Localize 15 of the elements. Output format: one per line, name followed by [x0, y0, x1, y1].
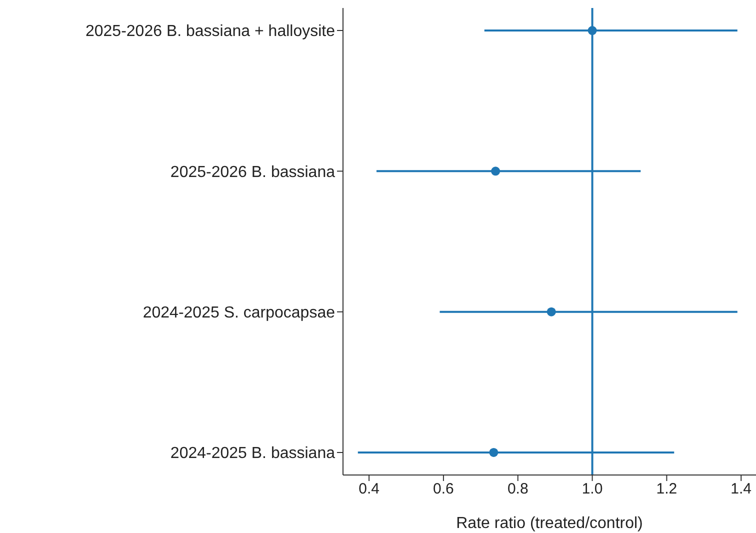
- y-tick-label: 2024-2025 S. carpocapsae: [142, 304, 336, 322]
- x-tick-label: 0.8: [507, 480, 528, 498]
- x-tick-label: 0.4: [358, 480, 380, 498]
- x-tick-label: 1.2: [656, 480, 678, 498]
- x-tick-label: 0.6: [433, 480, 454, 498]
- y-tick-label: 2024-2025 B. bassiana: [170, 445, 336, 462]
- point: [489, 448, 498, 457]
- point: [491, 166, 500, 176]
- point: [588, 26, 597, 36]
- y-tick-label: 2025-2026 B. bassiana + halloysite: [85, 23, 336, 40]
- y-tick-label: 2025-2026 B. bassiana: [170, 164, 336, 181]
- x-tick-label: 1.4: [730, 480, 752, 498]
- x-axis-title: Rate ratio (treated/control): [456, 515, 643, 532]
- x-tick-label: 1.0: [582, 480, 603, 498]
- point: [546, 307, 556, 316]
